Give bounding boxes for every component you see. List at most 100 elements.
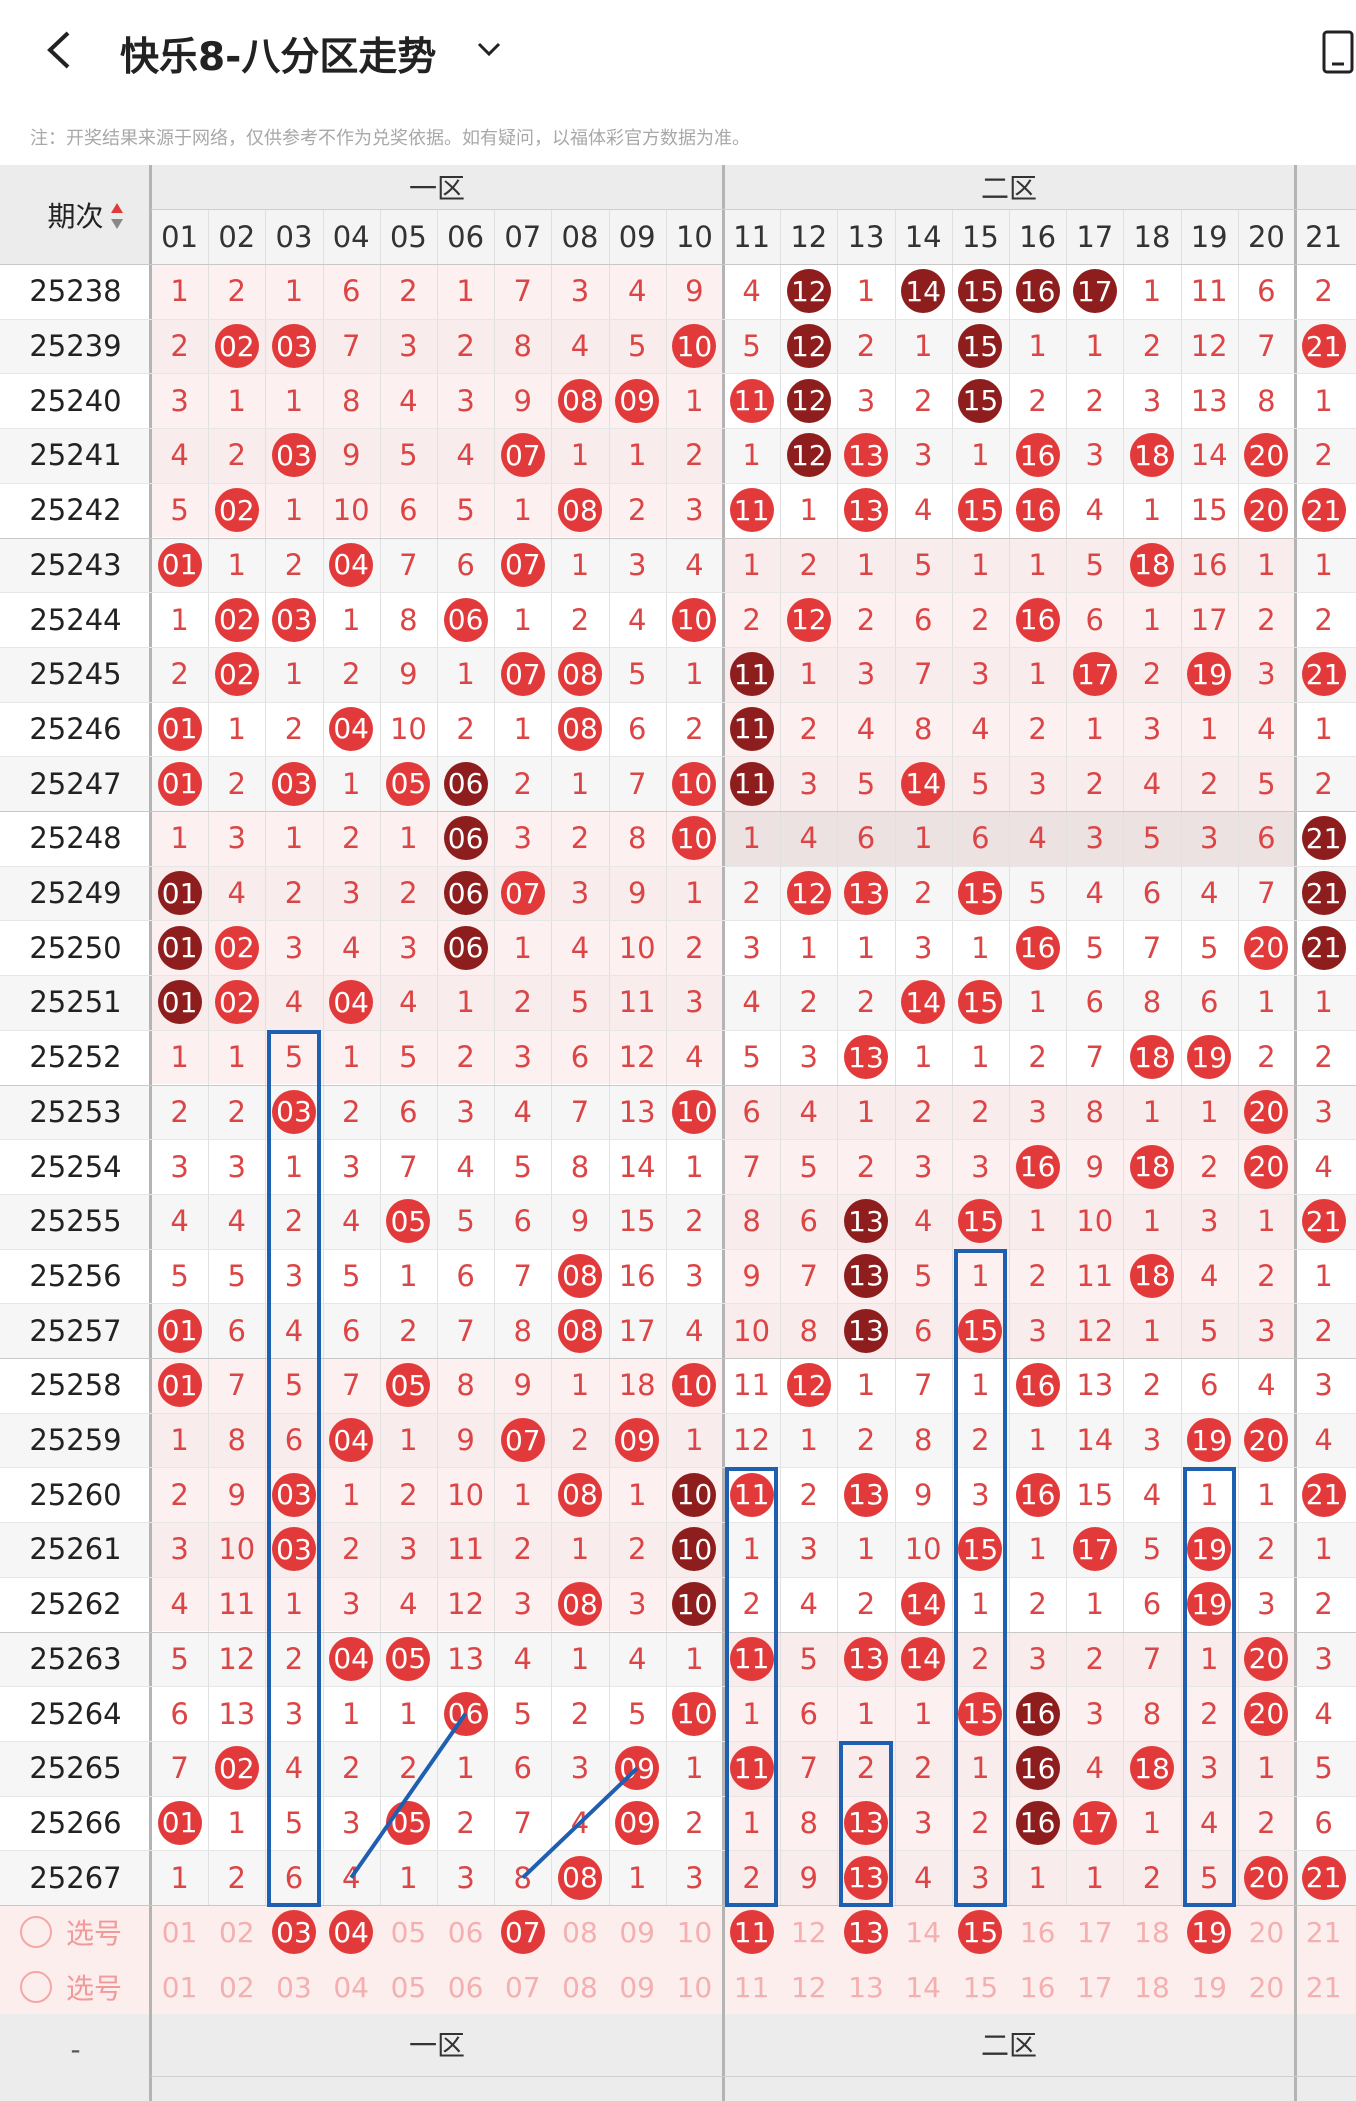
picked-number-ball[interactable]: 03	[272, 1910, 316, 1955]
select-number[interactable]: 21	[1305, 1915, 1342, 1949]
select-number[interactable]: 16	[1019, 1970, 1056, 2004]
omission-count: 2	[513, 985, 532, 1020]
column-header: 09	[618, 219, 656, 254]
drawn-number-ball: 01	[157, 542, 202, 587]
sort-icon[interactable]	[110, 201, 124, 231]
select-number[interactable]: 21	[1305, 1970, 1342, 2004]
select-number[interactable]: 10	[676, 1970, 713, 2004]
omission-count: 4	[341, 930, 361, 965]
omission-count: 4	[513, 1094, 532, 1129]
omission-count: 7	[170, 1751, 189, 1786]
select-number[interactable]: 02	[218, 1970, 255, 2004]
picked-number-ball[interactable]: 11	[729, 1910, 774, 1955]
select-number[interactable]: 16	[1019, 1915, 1056, 1949]
select-number[interactable]: 11	[733, 1970, 770, 2004]
select-number[interactable]: 05	[390, 1970, 427, 2004]
select-number[interactable]: 05	[390, 1915, 427, 1949]
period-number: 25264	[29, 1696, 122, 1731]
omission-count: 18	[618, 1368, 656, 1403]
omission-count: 2	[513, 1532, 532, 1567]
drawn-number-ball: 20	[1244, 1855, 1289, 1900]
drawn-number-ball: 01	[157, 706, 202, 751]
picked-number-ball[interactable]: 07	[500, 1910, 545, 1955]
omission-count: 11	[447, 1532, 485, 1567]
select-number[interactable]: 06	[447, 1915, 484, 1949]
select-number[interactable]: 03	[276, 1970, 312, 2004]
select-number[interactable]: 13	[848, 1970, 884, 2004]
drawn-number-ball: 16	[1015, 433, 1060, 478]
select-label[interactable]: 选号	[66, 1917, 123, 1951]
omission-count: 4	[227, 1204, 246, 1239]
select-number[interactable]: 09	[619, 1915, 655, 1949]
drawn-number-ball: 20	[1244, 925, 1289, 970]
select-number[interactable]: 07	[504, 1970, 541, 2004]
omission-count: 5	[284, 1805, 304, 1840]
omission-count: 3	[742, 930, 761, 965]
phone-icon[interactable]	[1322, 30, 1356, 74]
select-number[interactable]: 01	[161, 1915, 198, 1949]
select-number[interactable]: 06	[447, 1970, 484, 2004]
select-label[interactable]: 选号	[66, 1972, 123, 2006]
drawn-number-ball: 02	[214, 597, 259, 642]
omission-count: 2	[685, 1805, 704, 1840]
row-line	[0, 811, 1356, 812]
picked-number-ball[interactable]: 19	[1187, 1910, 1232, 1955]
drawn-number-ball: 05	[386, 1800, 431, 1845]
select-number[interactable]: 20	[1248, 1970, 1285, 2004]
picked-number-ball[interactable]: 13	[844, 1910, 888, 1955]
select-number[interactable]: 08	[562, 1915, 598, 1949]
select-number[interactable]: 17	[1076, 1970, 1113, 2004]
omission-count: 10	[733, 1313, 771, 1348]
select-radio[interactable]	[20, 1970, 52, 2003]
back-arrow-icon[interactable]	[40, 25, 80, 75]
omission-count: 1	[1314, 711, 1333, 746]
omission-count: 11	[218, 1587, 256, 1622]
column-line	[437, 209, 438, 1905]
drawn-number-ball: 11	[729, 761, 774, 806]
select-number[interactable]: 14	[905, 1970, 941, 2004]
drawn-number-ball: 19	[1187, 652, 1232, 697]
select-number[interactable]: 12	[790, 1915, 827, 1949]
drawn-number-ball: 04	[329, 1418, 374, 1463]
omission-count: 2	[799, 985, 818, 1020]
omission-count: 9	[799, 1860, 818, 1895]
select-number[interactable]: 20	[1248, 1915, 1285, 1949]
omission-count: 1	[1142, 602, 1162, 637]
select-number[interactable]: 04	[333, 1970, 369, 2004]
select-number[interactable]: 14	[905, 1915, 941, 1949]
omission-count: 1	[1028, 329, 1047, 364]
select-number[interactable]: 17	[1076, 1915, 1113, 1949]
omission-count: 1	[1314, 383, 1333, 418]
drawn-number-ball: 18	[1130, 542, 1174, 587]
drawn-number-ball: 02	[214, 1746, 259, 1791]
omission-count: 15	[618, 1204, 656, 1239]
select-number[interactable]: 18	[1134, 1970, 1170, 2004]
row-line	[0, 1412, 1356, 1414]
select-number[interactable]: 09	[619, 1970, 655, 2004]
picked-number-ball[interactable]: 04	[329, 1910, 374, 1955]
omission-count: 3	[456, 383, 475, 418]
select-number[interactable]: 18	[1134, 1915, 1170, 1949]
chevron-down-icon[interactable]	[474, 34, 504, 64]
select-radio[interactable]	[20, 1916, 52, 1948]
select-number[interactable]: 01	[161, 1970, 198, 2004]
omission-count: 2	[570, 602, 590, 637]
select-number[interactable]: 15	[962, 1970, 999, 2004]
period-number: 25249	[29, 876, 122, 911]
omission-count: 4	[1257, 1368, 1276, 1403]
select-number[interactable]: 02	[218, 1915, 255, 1949]
omission-count: 1	[1199, 1094, 1219, 1129]
omission-count: 5	[399, 438, 418, 473]
drawn-number-ball: 14	[901, 1636, 946, 1681]
omission-count: 1	[513, 930, 532, 965]
select-number[interactable]: 10	[676, 1915, 713, 1949]
select-number[interactable]: 12	[790, 1970, 827, 2004]
select-number[interactable]: 08	[562, 1970, 598, 2004]
omission-count: 2	[341, 1094, 361, 1129]
omission-count: 3	[685, 1860, 704, 1895]
omission-count: 2	[856, 1751, 876, 1786]
drawn-number-ball: 20	[1244, 1418, 1289, 1463]
drawn-number-ball: 13	[844, 1035, 888, 1080]
select-number[interactable]: 19	[1191, 1970, 1227, 2004]
picked-number-ball[interactable]: 15	[958, 1910, 1003, 1955]
